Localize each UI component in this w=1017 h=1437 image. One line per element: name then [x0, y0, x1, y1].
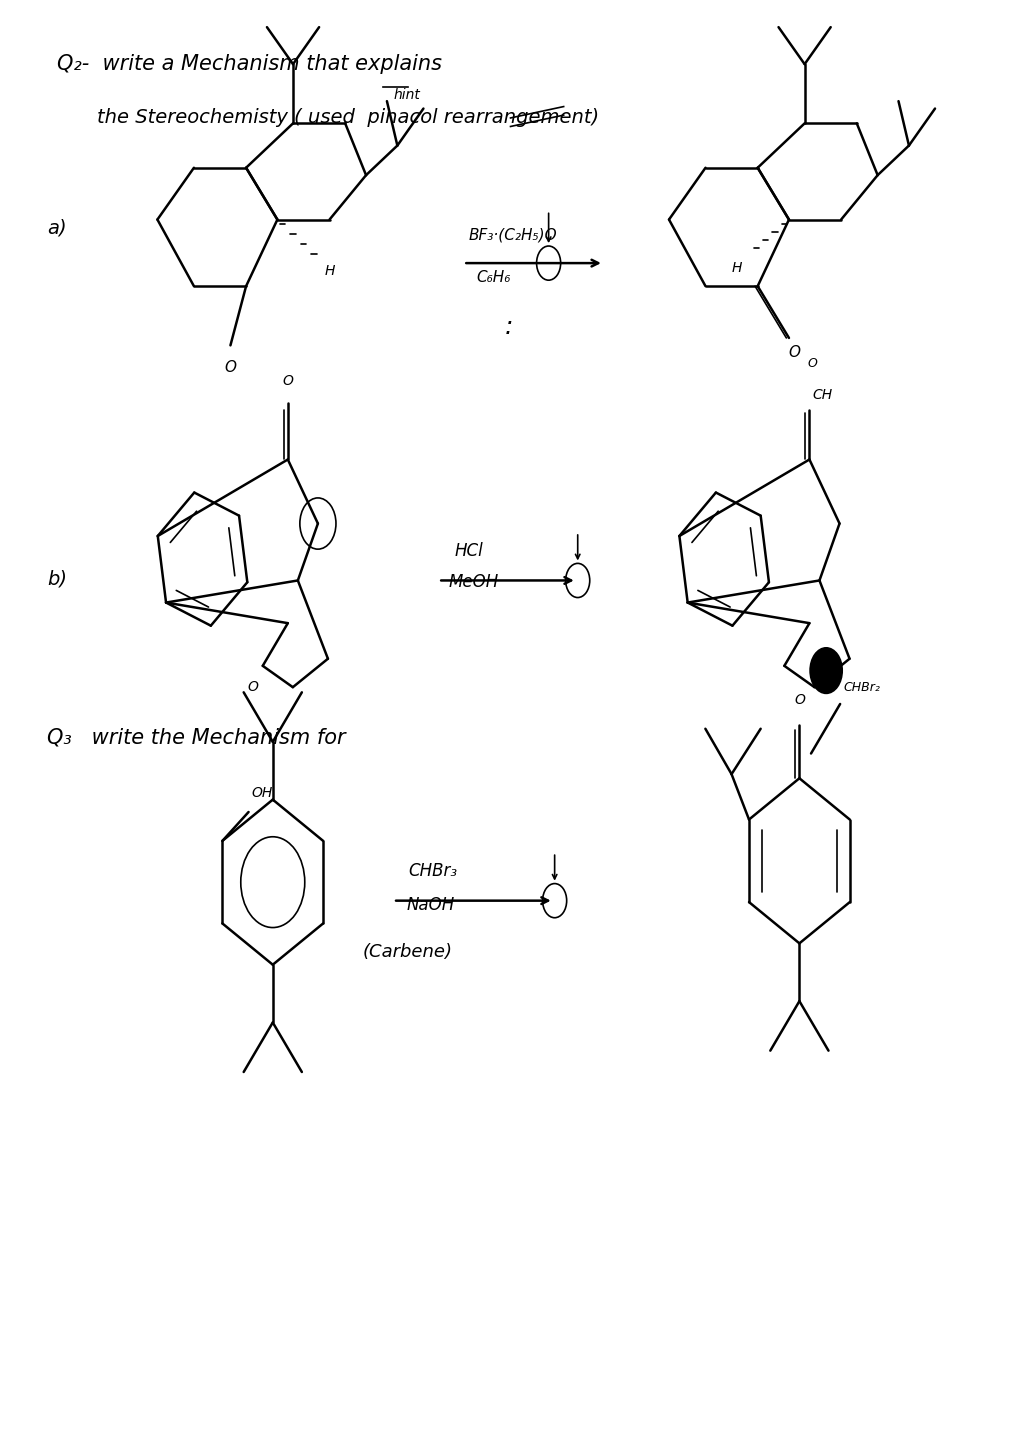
Text: O: O — [225, 361, 236, 375]
Text: O: O — [283, 374, 293, 388]
Text: C₆H₆: C₆H₆ — [476, 270, 511, 285]
Text: H: H — [324, 264, 335, 279]
Text: hint: hint — [394, 88, 420, 102]
Text: O: O — [794, 693, 804, 707]
Circle shape — [811, 648, 842, 694]
Text: MeOH: MeOH — [448, 573, 498, 591]
Text: b): b) — [47, 569, 67, 589]
Text: a): a) — [47, 218, 67, 237]
Text: the Stereochemisty ( used  pinacol rearrangement): the Stereochemisty ( used pinacol rearra… — [98, 108, 599, 128]
Text: Q₃   write the Mechanism for: Q₃ write the Mechanism for — [47, 727, 346, 747]
Text: CH: CH — [812, 388, 832, 402]
Text: BF₃·(C₂H₅)O: BF₃·(C₂H₅)O — [469, 227, 557, 243]
Text: HCl: HCl — [455, 542, 483, 559]
Text: O: O — [788, 345, 800, 361]
Text: :: : — [504, 315, 513, 339]
Text: O: O — [247, 680, 258, 694]
Text: OH: OH — [251, 786, 273, 800]
Text: CHBr₃: CHBr₃ — [408, 862, 458, 879]
Text: Q₂-  write a Mechanism that explains: Q₂- write a Mechanism that explains — [57, 53, 442, 73]
Text: CHBr₂: CHBr₂ — [843, 681, 880, 694]
Text: (Carbene): (Carbene) — [363, 943, 453, 961]
Text: NaOH: NaOH — [406, 895, 455, 914]
Text: H: H — [731, 260, 742, 274]
Text: O: O — [807, 356, 817, 369]
